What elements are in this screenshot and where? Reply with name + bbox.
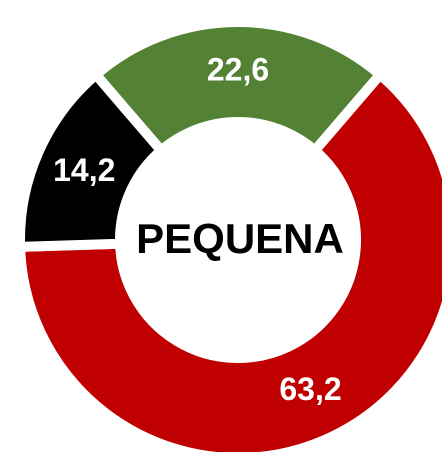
donut-slice (15, 67, 169, 253)
donut-slice (14, 67, 442, 452)
center-label: PEQUENA (136, 215, 344, 262)
value-label: 63,2 (279, 371, 341, 407)
slices (14, 17, 442, 452)
donut-slice (88, 17, 388, 158)
value-label: 14,2 (53, 152, 115, 188)
value-label: 22,6 (207, 51, 269, 87)
